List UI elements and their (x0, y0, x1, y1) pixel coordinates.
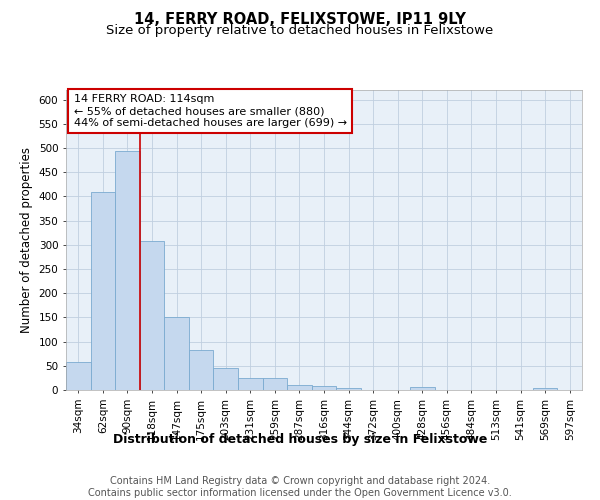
Bar (533, 388, 557, 390)
Text: 14, FERRY ROAD, FELIXSTOWE, IP11 9LY: 14, FERRY ROAD, FELIXSTOWE, IP11 9LY (134, 12, 466, 28)
Bar (214, 368, 238, 390)
Text: Size of property relative to detached houses in Felixstowe: Size of property relative to detached ho… (106, 24, 494, 37)
Text: 14 FERRY ROAD: 114sqm
← 55% of detached houses are smaller (880)
44% of semi-det: 14 FERRY ROAD: 114sqm ← 55% of detached … (74, 94, 347, 128)
Bar (287, 385, 312, 390)
Bar (164, 318, 189, 390)
Bar (66, 362, 91, 390)
Bar (263, 378, 287, 390)
Text: Contains HM Land Registry data © Crown copyright and database right 2024.
Contai: Contains HM Land Registry data © Crown c… (88, 476, 512, 498)
Bar (312, 386, 336, 390)
Bar (238, 378, 263, 390)
Bar (140, 242, 164, 390)
Bar (189, 350, 214, 390)
Bar (115, 152, 140, 390)
Bar (336, 388, 361, 390)
Text: Distribution of detached houses by size in Felixstowe: Distribution of detached houses by size … (113, 432, 487, 446)
Y-axis label: Number of detached properties: Number of detached properties (20, 147, 33, 333)
Bar (91, 192, 115, 390)
Bar (410, 387, 434, 390)
